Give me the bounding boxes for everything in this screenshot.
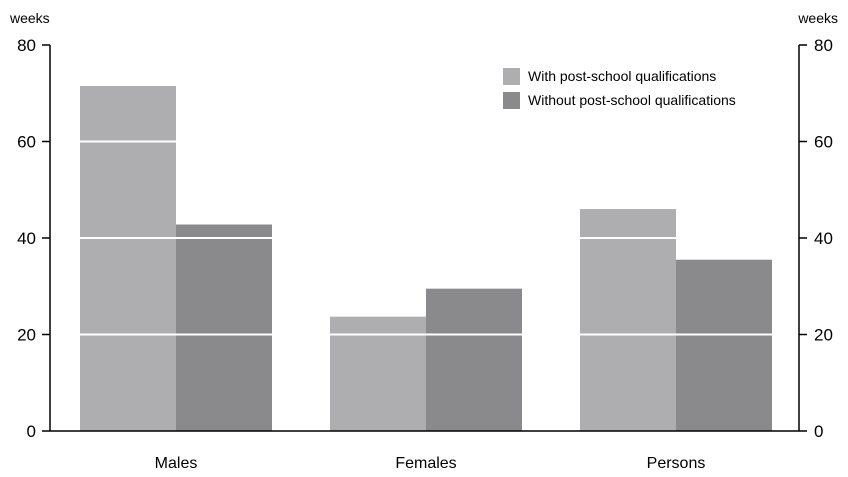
gridlines-layer — [80, 140, 772, 336]
legend-label-without: Without post-school qualifications — [528, 92, 736, 108]
legend: With post-school qualifications Without p… — [503, 68, 736, 109]
bar-males-without — [176, 224, 272, 431]
bar-persons-without — [676, 259, 772, 431]
y-tick-label-left-60: 60 — [17, 133, 36, 152]
y-tick-label-left-40: 40 — [17, 229, 36, 248]
y-tick-label-left-0: 0 — [27, 422, 36, 441]
y-tick-label-left-20: 20 — [17, 326, 36, 345]
y-tick-label-right-40: 40 — [814, 229, 833, 248]
y-tick-label-right-20: 20 — [814, 326, 833, 345]
bar-females-without — [426, 288, 522, 431]
bar-females-with — [330, 316, 426, 431]
y-tick-label-left-80: 80 — [17, 36, 36, 55]
right-axis-unit: weeks — [797, 10, 838, 26]
y-tick-label-right-80: 80 — [814, 36, 833, 55]
x-tick-label-males: Males — [155, 455, 198, 472]
y-tick-label-right-60: 60 — [814, 133, 833, 152]
y-tick-label-right-0: 0 — [814, 422, 823, 441]
bar-persons-with — [580, 209, 676, 431]
x-tick-label-females: Females — [395, 455, 456, 472]
legend-label-with: With post-school qualifications — [528, 68, 716, 84]
left-axis-unit: weeks — [9, 10, 50, 26]
bar-males-with — [80, 86, 176, 431]
x-tick-label-persons: Persons — [647, 455, 706, 472]
legend-swatch-without — [503, 92, 520, 109]
bars-layer — [80, 86, 772, 431]
legend-swatch-with — [503, 68, 520, 85]
axes-layer: Males Females Persons 0 0 20 20 40 40 60 60 80 80 — [17, 36, 833, 472]
